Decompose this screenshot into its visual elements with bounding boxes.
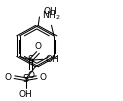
Text: OH: OH [43, 7, 57, 16]
Text: O: O [40, 73, 47, 82]
Text: OH: OH [19, 90, 32, 99]
Text: O: O [27, 71, 34, 80]
Text: O: O [34, 42, 41, 51]
Text: S: S [28, 55, 34, 65]
Text: S: S [23, 74, 29, 84]
Text: OH: OH [45, 55, 59, 64]
Text: O: O [5, 73, 12, 82]
Text: NH$_2$: NH$_2$ [42, 9, 61, 22]
